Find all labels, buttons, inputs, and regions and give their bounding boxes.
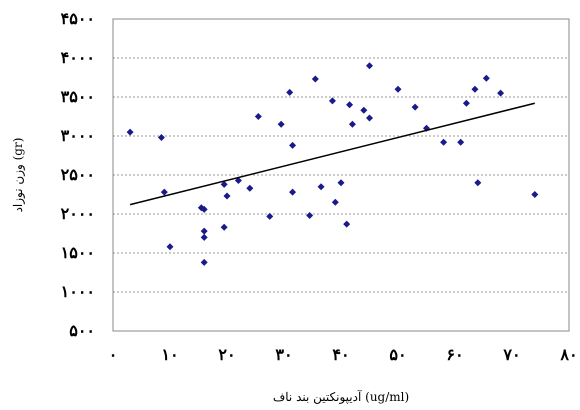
data-point: [366, 62, 373, 70]
data-point: [360, 106, 368, 114]
x-tick-label: ۰: [109, 345, 118, 364]
data-point: [220, 180, 228, 188]
y-tick-label: ۳۰۰۰: [61, 126, 95, 145]
data-point: [220, 223, 228, 231]
data-point: [328, 97, 336, 105]
data-point: [457, 138, 465, 146]
data-point: [200, 258, 208, 266]
data-point: [531, 191, 539, 198]
x-axis-title: آدیپونکتین بند ناف (ug/ml): [273, 389, 409, 404]
data-point: [471, 85, 479, 93]
data-point: [306, 212, 314, 220]
x-tick-label: ۸۰: [559, 345, 577, 364]
data-point: [286, 88, 294, 96]
x-tick-label: ۱۰: [161, 345, 178, 364]
data-point: [126, 128, 134, 136]
x-tick-label: ۷۰: [502, 345, 520, 364]
y-tick-label: ۲۵۰۰: [61, 165, 95, 184]
data-point: [289, 141, 297, 149]
data-point: [289, 188, 297, 196]
y-tick-label: ۲۰۰۰: [61, 204, 95, 223]
data-point: [348, 120, 356, 128]
data-point: [157, 134, 165, 142]
data-point: [166, 243, 174, 251]
gridlines: [113, 57, 569, 293]
data-point: [474, 179, 482, 187]
y-axis-title: وزن نوزاد (gr): [11, 138, 25, 213]
data-point: [411, 103, 419, 111]
data-point: [440, 138, 448, 146]
x-tick-label: ۲۰: [218, 345, 235, 364]
data-point: [394, 85, 402, 93]
y-axis-ticks: ۵۰۰ ۱۰۰۰ ۱۵۰۰ ۲۰۰۰ ۲۵۰۰ ۳۰۰۰ ۳۵۰۰ ۴۰۰۰ ۴۵۰۰: [61, 9, 95, 340]
data-point: [160, 188, 168, 196]
x-tick-label: ۶۰: [446, 345, 463, 364]
data-point: [462, 99, 470, 107]
data-point: [337, 179, 345, 187]
data-point: [317, 183, 325, 191]
data-points: [126, 62, 539, 266]
data-point: [366, 114, 373, 122]
data-point: [223, 192, 231, 200]
data-point: [254, 113, 262, 120]
y-tick-label: ۳۵۰۰: [61, 87, 95, 106]
data-point: [497, 89, 505, 97]
data-point: [482, 74, 490, 82]
data-point: [200, 205, 208, 213]
x-tick-label: ۳۰: [275, 345, 292, 364]
x-tick-label: ۴۰: [332, 345, 349, 364]
y-tick-label: ۱۰۰۰: [61, 282, 95, 301]
data-point: [200, 227, 208, 235]
x-axis-ticks: ۰ ۱۰ ۲۰ ۳۰ ۴۰ ۵۰ ۶۰ ۷۰ ۸۰: [109, 345, 578, 364]
data-point: [343, 220, 351, 228]
y-tick-label: ۴۰۰۰: [61, 48, 95, 67]
y-tick-label: ۱۵۰۰: [61, 243, 95, 262]
data-point: [277, 120, 285, 128]
y-tick-label: ۵۰۰: [69, 321, 95, 340]
y-tick-label: ۴۵۰۰: [61, 9, 95, 28]
data-point: [200, 233, 208, 241]
data-point: [266, 212, 274, 220]
data-point: [346, 101, 354, 109]
x-tick-label: ۵۰: [389, 345, 406, 364]
data-point: [246, 184, 254, 192]
data-point: [331, 198, 339, 206]
data-point: [311, 75, 319, 83]
trendline: [129, 102, 535, 206]
